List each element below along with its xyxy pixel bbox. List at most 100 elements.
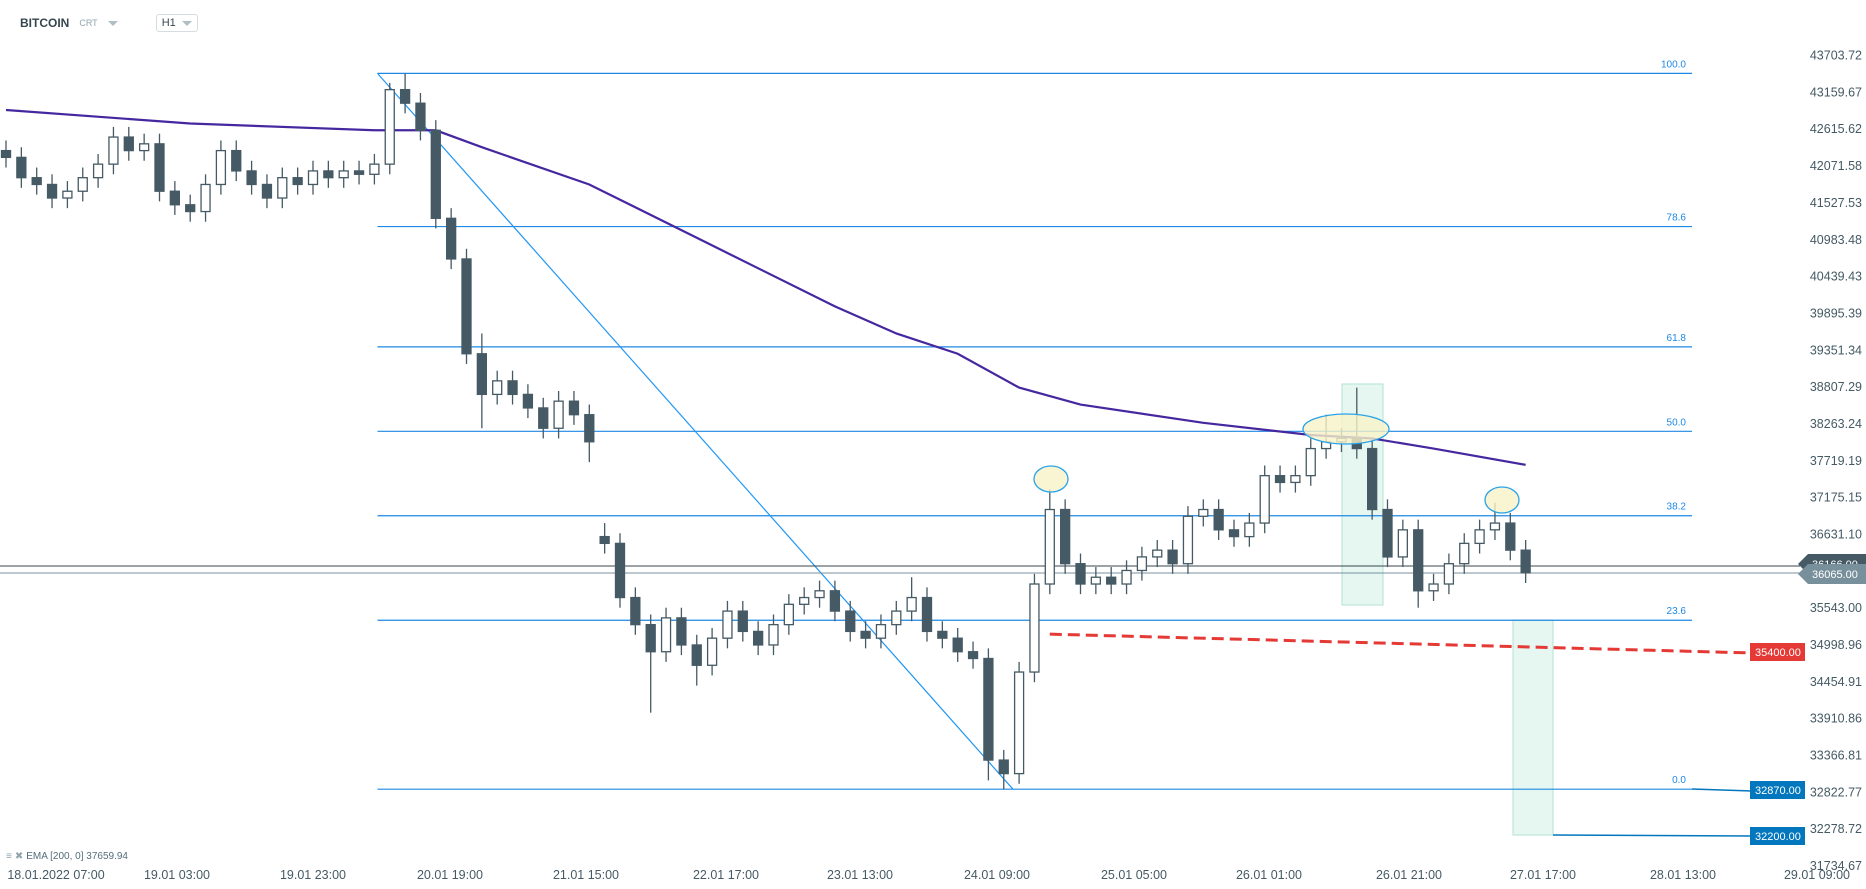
- candle-body: [1198, 508, 1209, 517]
- candle-body: [461, 258, 472, 355]
- candle-body: [1228, 529, 1240, 538]
- candle: [1090, 567, 1101, 595]
- candle-body: [891, 610, 902, 626]
- candle: [399, 73, 411, 114]
- symbol-dropdown-chevron-icon[interactable]: [107, 20, 118, 26]
- candle-body: [399, 89, 411, 104]
- candle-body: [1029, 583, 1040, 673]
- candle-body: [307, 170, 319, 186]
- fib-low-tag-text: 32870.00: [1755, 785, 1801, 797]
- candle: [676, 607, 687, 656]
- candle-body: [185, 204, 196, 213]
- candle-body: [722, 610, 733, 639]
- candle: [77, 167, 88, 202]
- candle-body: [1106, 576, 1117, 585]
- price-tick-label: 40439.43: [1810, 270, 1862, 284]
- candle: [231, 140, 242, 182]
- candle-body: [1489, 522, 1501, 531]
- candle-body: [737, 610, 748, 633]
- support-line: [1049, 632, 1756, 655]
- candle-body: [338, 170, 349, 179]
- price-tick-label: 39351.34: [1810, 343, 1862, 357]
- price-tick-label: 43703.72: [1810, 49, 1862, 63]
- candle-body: [799, 596, 810, 605]
- candle: [722, 600, 733, 649]
- candle-body: [200, 183, 211, 213]
- candle: [430, 120, 441, 229]
- candle-body: [1459, 542, 1470, 565]
- price-tick-label: 34998.96: [1810, 638, 1862, 652]
- candle: [292, 167, 303, 195]
- candle-body: [614, 542, 626, 599]
- price-tick-label: 38263.24: [1810, 417, 1862, 431]
- candle: [753, 621, 764, 656]
- candle-body: [921, 596, 933, 633]
- candle-body: [1152, 549, 1163, 558]
- timeframe-select[interactable]: H1: [155, 14, 198, 32]
- candle: [1013, 661, 1025, 784]
- candle-body: [108, 136, 119, 165]
- target-level-tag: 32200.00: [1750, 827, 1805, 845]
- level-connector: [1552, 834, 1753, 837]
- candle: [614, 533, 626, 608]
- fib-level-label: 78.6: [1667, 213, 1687, 224]
- candle: [507, 370, 518, 405]
- candle-body: [706, 637, 718, 666]
- candle-body: [829, 590, 841, 612]
- candle-body: [1274, 475, 1286, 484]
- candle: [323, 160, 334, 188]
- fib-level-label: 50.0: [1667, 417, 1687, 428]
- candle: [1367, 438, 1378, 520]
- candle: [783, 594, 794, 635]
- candle-body: [860, 630, 871, 639]
- time-tick-label: 20.01 19:00: [417, 868, 483, 882]
- candle-body: [875, 623, 887, 639]
- price-tick-label: 32822.77: [1810, 785, 1862, 799]
- candle-body: [246, 170, 257, 186]
- candle: [553, 391, 564, 439]
- time-tick-label: 23.01 13:00: [827, 868, 893, 882]
- candle: [1152, 539, 1163, 568]
- support-level-tag-bg: [1750, 643, 1805, 661]
- candle: [706, 628, 718, 676]
- candle-body: [384, 89, 395, 165]
- indicator-settings-icon[interactable]: ≡: [6, 851, 12, 862]
- candle-body: [169, 190, 181, 206]
- candle-body: [952, 637, 963, 653]
- candle-body: [1413, 529, 1424, 592]
- candle: [814, 580, 825, 608]
- candle: [1397, 519, 1408, 568]
- support-level-tag-text: 35400.00: [1755, 647, 1801, 659]
- price-tick-label: 42071.58: [1810, 159, 1862, 173]
- candle: [1244, 512, 1255, 547]
- candle-body: [906, 596, 917, 612]
- time-tick-label: 26.01 21:00: [1376, 868, 1442, 882]
- candle-body: [369, 163, 380, 175]
- candle: [845, 600, 856, 642]
- candle: [967, 641, 979, 669]
- fib-level-label: 0.0: [1672, 775, 1686, 786]
- candle-body: [568, 400, 580, 416]
- price-tick-label: 42615.62: [1810, 122, 1862, 136]
- candle: [1213, 499, 1224, 540]
- candle-body: [584, 414, 595, 443]
- price-tick-label: 31734.67: [1810, 859, 1862, 873]
- candle-body: [1505, 522, 1516, 551]
- price-tick-label: 43159.67: [1810, 85, 1862, 99]
- candle-body: [415, 102, 426, 131]
- candle: [31, 167, 42, 195]
- candle-body: [154, 143, 165, 192]
- indicator-remove-icon[interactable]: ✖: [14, 851, 24, 862]
- price-tick-label: 33910.86: [1810, 712, 1862, 726]
- candle: [46, 174, 58, 209]
- highlight-ellipse: [1302, 413, 1390, 445]
- candle: [1136, 546, 1148, 581]
- candle-body: [1044, 508, 1055, 585]
- candle-body: [1121, 569, 1132, 585]
- candle: [1075, 553, 1086, 595]
- candle-body: [967, 651, 979, 660]
- time-tick-label: 26.01 01:00: [1236, 868, 1302, 882]
- time-tick-label: 18.01.2022 07:00: [7, 868, 104, 882]
